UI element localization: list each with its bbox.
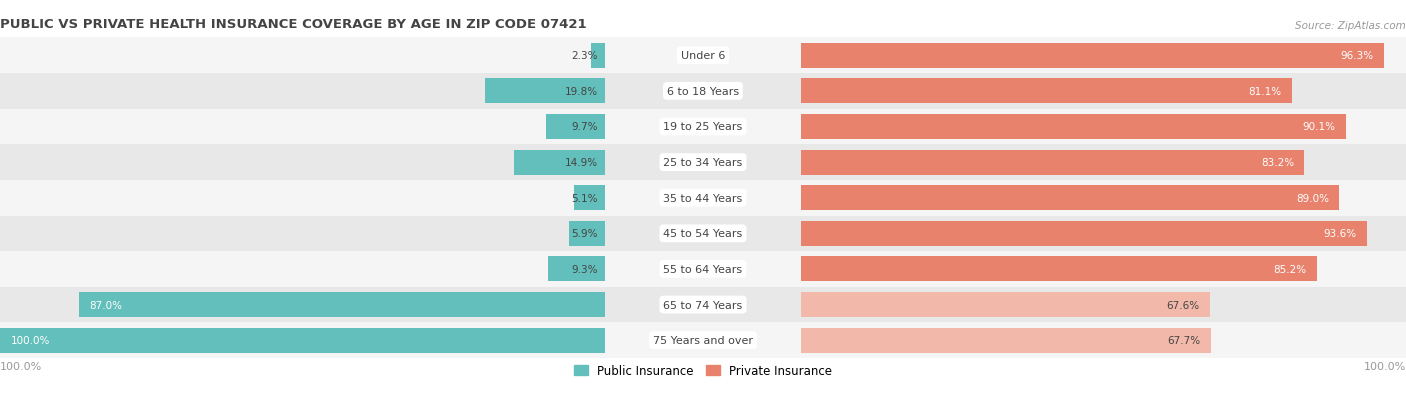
Text: 65 to 74 Years: 65 to 74 Years xyxy=(664,300,742,310)
Text: 25 to 34 Years: 25 to 34 Years xyxy=(664,158,742,168)
Bar xyxy=(0,252,1406,287)
Bar xyxy=(801,115,1346,140)
Bar xyxy=(0,328,605,353)
Text: 5.1%: 5.1% xyxy=(571,193,598,203)
Text: 19.8%: 19.8% xyxy=(564,87,598,97)
Bar xyxy=(574,186,605,211)
Bar xyxy=(0,109,1406,145)
Bar xyxy=(801,257,1316,282)
Text: 81.1%: 81.1% xyxy=(1249,87,1281,97)
Bar xyxy=(801,79,1292,104)
Bar xyxy=(801,221,1367,246)
Text: Under 6: Under 6 xyxy=(681,51,725,61)
Bar xyxy=(801,328,1211,353)
Bar xyxy=(485,79,605,104)
Text: 67.7%: 67.7% xyxy=(1167,335,1201,345)
Bar xyxy=(801,44,1384,69)
Bar xyxy=(548,257,605,282)
Text: 100.0%: 100.0% xyxy=(0,361,42,371)
Text: 85.2%: 85.2% xyxy=(1272,264,1306,274)
Bar xyxy=(591,44,605,69)
Bar xyxy=(0,145,1406,180)
Bar xyxy=(0,287,1406,323)
Bar xyxy=(569,221,605,246)
Text: 89.0%: 89.0% xyxy=(1296,193,1329,203)
Text: 100.0%: 100.0% xyxy=(1364,361,1406,371)
Bar xyxy=(79,292,605,317)
Text: 90.1%: 90.1% xyxy=(1302,122,1336,132)
Text: 9.3%: 9.3% xyxy=(571,264,598,274)
Bar xyxy=(0,38,1406,74)
Text: PUBLIC VS PRIVATE HEALTH INSURANCE COVERAGE BY AGE IN ZIP CODE 07421: PUBLIC VS PRIVATE HEALTH INSURANCE COVER… xyxy=(0,18,586,31)
Bar xyxy=(0,74,1406,109)
Text: 96.3%: 96.3% xyxy=(1340,51,1374,61)
Text: 6 to 18 Years: 6 to 18 Years xyxy=(666,87,740,97)
Text: 75 Years and over: 75 Years and over xyxy=(652,335,754,345)
Bar xyxy=(0,180,1406,216)
Text: 93.6%: 93.6% xyxy=(1323,229,1357,239)
Text: 9.7%: 9.7% xyxy=(571,122,598,132)
Text: 5.9%: 5.9% xyxy=(571,229,598,239)
Text: 14.9%: 14.9% xyxy=(564,158,598,168)
Bar xyxy=(0,216,1406,252)
Text: 2.3%: 2.3% xyxy=(571,51,598,61)
Bar xyxy=(801,292,1211,317)
Text: 55 to 64 Years: 55 to 64 Years xyxy=(664,264,742,274)
Bar xyxy=(801,186,1340,211)
Bar xyxy=(0,323,1406,358)
Bar xyxy=(546,115,605,140)
Text: 35 to 44 Years: 35 to 44 Years xyxy=(664,193,742,203)
Bar xyxy=(801,150,1305,175)
Text: 45 to 54 Years: 45 to 54 Years xyxy=(664,229,742,239)
Text: Source: ZipAtlas.com: Source: ZipAtlas.com xyxy=(1295,21,1406,31)
Text: 87.0%: 87.0% xyxy=(89,300,122,310)
Text: 100.0%: 100.0% xyxy=(10,335,51,345)
Text: 83.2%: 83.2% xyxy=(1261,158,1294,168)
Text: 19 to 25 Years: 19 to 25 Years xyxy=(664,122,742,132)
Legend: Public Insurance, Private Insurance: Public Insurance, Private Insurance xyxy=(574,364,832,377)
Bar xyxy=(515,150,605,175)
Text: 67.6%: 67.6% xyxy=(1167,300,1199,310)
